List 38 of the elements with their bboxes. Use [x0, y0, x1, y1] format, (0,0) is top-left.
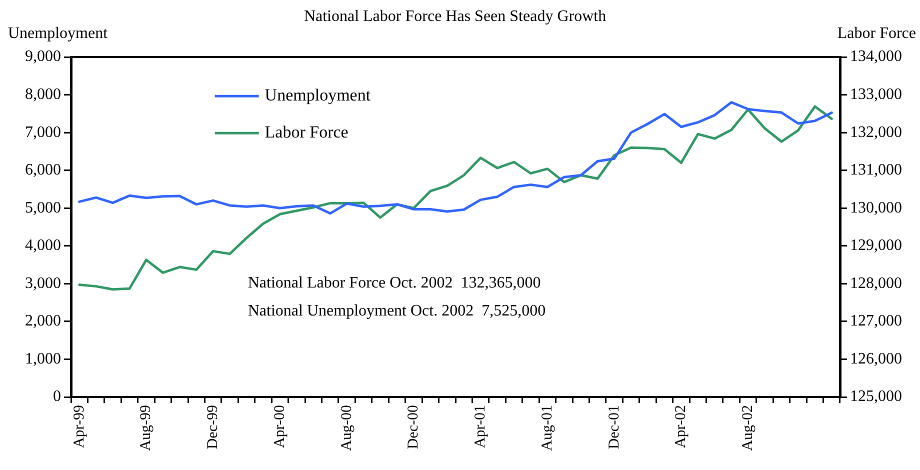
y-tick-label: 4,000 [25, 237, 61, 254]
x-tick-label: Dec-99 [205, 405, 222, 450]
x-tick-label: Dec-00 [406, 405, 422, 450]
x-tick-label: Apr-00 [272, 405, 288, 448]
y-tick-label: 5,000 [25, 199, 61, 216]
y-tick-label: 1,000 [25, 350, 61, 368]
x-tick-label: Aug-01 [539, 405, 556, 451]
y2-tick-label: 127,000 [850, 312, 902, 330]
y2-tick-label: 132,000 [850, 124, 902, 141]
y2-tick-label: 126,000 [850, 350, 902, 368]
y-tick-label: 6,000 [25, 162, 61, 179]
y2-tick-label: 134,000 [850, 48, 902, 66]
y-tick-label: 9,000 [25, 48, 61, 66]
x-tick-label: Apr-02 [673, 405, 690, 448]
chart-title: National Labor Force Has Seen Steady Growth [304, 8, 606, 26]
y2-tick-label: 129,000 [850, 237, 902, 254]
x-tick-label: Dec-01 [606, 405, 622, 450]
x-tick-label: Apr-99 [71, 405, 88, 448]
y-axis-title: Unemployment [8, 25, 108, 42]
y2-tick-label: 131,000 [850, 162, 902, 179]
y2-tick-label: 128,000 [850, 274, 902, 292]
y2-tick-label: 125,000 [850, 388, 902, 406]
x-tick-label: Aug-99 [138, 405, 154, 451]
y2-axis-title: Labor Force [837, 25, 916, 42]
legend-label: Labor Force [264, 122, 348, 142]
x-tick-label: Aug-02 [740, 405, 756, 451]
y-tick-label: 7,000 [25, 124, 61, 141]
y2-tick-label: 130,000 [850, 199, 902, 216]
x-tick-label: Aug-00 [338, 405, 355, 451]
y-tick-label: 8,000 [25, 86, 61, 103]
y-tick-label: 0 [53, 388, 61, 406]
y-tick-label: 2,000 [25, 312, 61, 330]
y2-tick-label: 133,000 [850, 86, 902, 103]
y-tick-label: 3,000 [25, 274, 61, 292]
x-tick-label: Apr-01 [472, 405, 489, 448]
legend-label: Unemployment [264, 86, 371, 105]
annotation: National Unemployment Oct. 2002 7,525,000 [248, 302, 546, 320]
annotation: National Labor Force Oct. 2002 132,365,000 [248, 274, 541, 292]
